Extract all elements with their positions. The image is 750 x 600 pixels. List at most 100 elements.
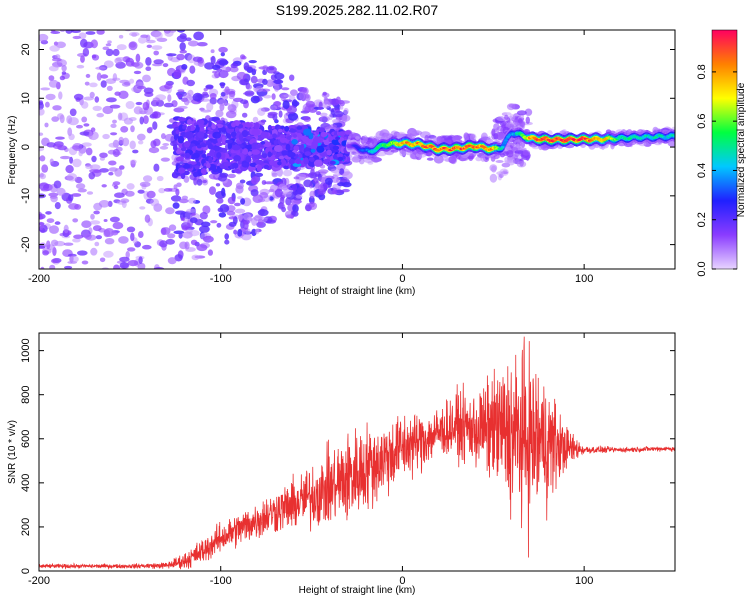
- spectrogram-cell: [184, 241, 190, 250]
- spectrogram-cell: [274, 188, 283, 198]
- spectrogram-cell: [333, 110, 344, 118]
- spectrogram-cell: [234, 202, 241, 207]
- spectrogram-cell: [125, 101, 135, 109]
- spectrogram-cell: [40, 188, 50, 192]
- spectrogram-cell: [343, 107, 349, 115]
- spectrogram-cell: [330, 98, 340, 106]
- spectrogram-cell: [196, 178, 203, 186]
- spectrogram-cell: [81, 260, 89, 265]
- spectrogram-cell: [45, 211, 52, 215]
- spectrogram-cell: [126, 226, 136, 233]
- spectrogram-cell: [144, 19, 153, 24]
- spectrogram-cell: [223, 161, 232, 167]
- spectrogram-cell: [226, 133, 232, 139]
- spectrogram-cell: [64, 265, 73, 269]
- spectrogram-cell: [150, 198, 160, 207]
- spectrogram-cell: [160, 157, 170, 162]
- spectrogram-cell: [240, 198, 246, 205]
- spectrogram-cell: [245, 228, 251, 236]
- spectrogram-cell: [269, 196, 274, 201]
- spectrogram-cell: [255, 159, 264, 165]
- spectrogram-cell: [293, 145, 300, 152]
- spectrogram-cell: [243, 221, 249, 230]
- spectrogram-cell: [218, 59, 229, 66]
- spectrogram-cell: [132, 149, 139, 154]
- spectrogram-cell: [200, 221, 211, 228]
- y-tick-label: 0: [20, 144, 32, 150]
- spectrogram-cell: [68, 133, 75, 141]
- spectrogram-cell: [100, 74, 109, 79]
- spectrogram-cell: [76, 22, 81, 29]
- spectrogram-cell: [116, 44, 127, 51]
- spectrogram-cell: [104, 238, 115, 245]
- spectrogram-cell: [151, 45, 163, 50]
- y-tick-label: 400: [20, 474, 32, 492]
- spectrogram-cell: [39, 221, 44, 231]
- spectrogram-cell: [120, 198, 130, 203]
- spectrogram-cell: [167, 94, 172, 102]
- spectrogram-cell: [319, 115, 330, 123]
- spectrogram-cell: [52, 105, 62, 111]
- spectrogram-cell: [399, 150, 407, 157]
- spectrogram-cell: [180, 147, 187, 152]
- colorbar-tick-label: 0.4: [696, 163, 708, 178]
- spectrogram-cell: [246, 135, 253, 140]
- spectrogram-cell: [407, 131, 417, 140]
- spectrogram-cell: [285, 197, 292, 206]
- spectrogram-cell: [165, 207, 175, 215]
- spectrogram-cell: [292, 204, 299, 213]
- spectrogram-cell: [469, 133, 477, 142]
- spectrogram-cell: [136, 20, 141, 27]
- spectrogram-cell: [177, 89, 185, 93]
- spectrogram-cell: [193, 31, 205, 41]
- spectrogram-cell: [272, 133, 277, 139]
- spectrogram-cell: [45, 101, 50, 108]
- spectrogram-cell: [271, 172, 278, 178]
- spectrogram-cell: [212, 146, 221, 151]
- spectrogram-cell: [200, 168, 207, 175]
- spectrogram-cell: [218, 46, 228, 53]
- spectrogram-cell: [105, 43, 112, 47]
- spectrogram-cell: [108, 160, 117, 166]
- spectrogram-cell: [506, 150, 514, 158]
- spectrogram-cell: [44, 122, 49, 128]
- spectrogram-cell: [296, 186, 306, 194]
- spectrogram-cell: [250, 176, 259, 185]
- spectrogram-cell: [73, 20, 79, 28]
- spectrogram-cell: [66, 173, 78, 182]
- spectrogram-cell: [509, 114, 516, 121]
- spectrogram-cell: [204, 62, 215, 70]
- spectrogram-cell: [227, 142, 233, 150]
- spectrogram-cell: [281, 206, 286, 213]
- spectrogram-cell: [127, 260, 139, 267]
- spectrogram-cell: [524, 108, 533, 116]
- spectrogram-cell: [136, 85, 146, 90]
- spectrogram-cell: [203, 87, 208, 92]
- spectrogram-cell: [248, 60, 257, 64]
- spectrogram-cell: [181, 195, 188, 200]
- spectrogram-cell: [76, 64, 85, 69]
- spectrogram-cell: [86, 191, 94, 195]
- spectrogram-cell: [281, 150, 289, 156]
- spectrogram-cell: [489, 164, 498, 172]
- spectrogram-cell: [48, 75, 55, 81]
- spectrogram-cell: [436, 135, 443, 145]
- spectrogram-cell: [173, 184, 178, 190]
- spectrogram-cell: [68, 255, 79, 263]
- spectrogram-cell: [261, 153, 268, 159]
- spectrogram-cell: [146, 190, 156, 199]
- spectrogram-cell: [114, 168, 123, 177]
- spectrogram-cell: [232, 162, 239, 169]
- spectrogram-cell: [263, 164, 270, 170]
- spectrogram-cell: [271, 93, 276, 100]
- spectrogram-cell: [96, 113, 104, 118]
- spectrogram-cell: [525, 116, 530, 124]
- spectrogram-cell: [183, 141, 191, 148]
- spectrogram-cell: [308, 157, 315, 162]
- spectrogram-cell: [262, 78, 268, 85]
- spectrogram-cell: [163, 188, 173, 192]
- spectrogram-cell: [81, 220, 92, 228]
- spectrogram-cell: [192, 56, 203, 62]
- spectrogram-cell: [175, 130, 180, 134]
- spectrogram-cell: [237, 229, 243, 237]
